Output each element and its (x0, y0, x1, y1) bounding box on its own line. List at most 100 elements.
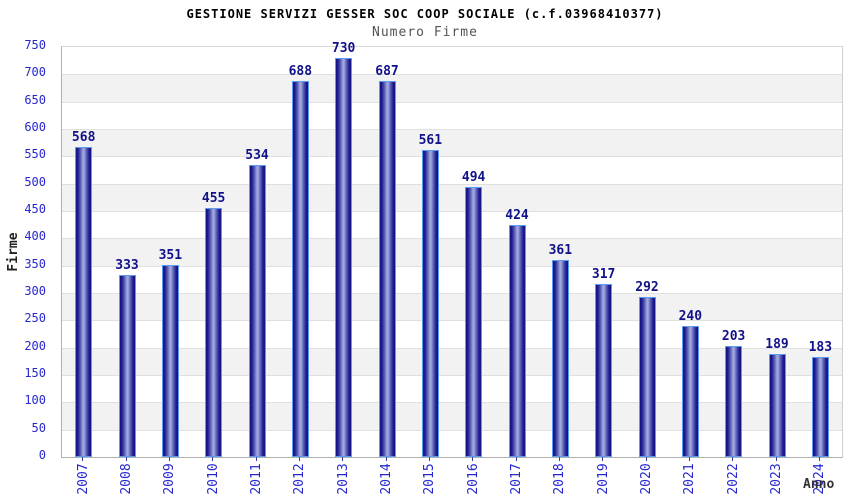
y-tick-label: 350 (24, 256, 46, 271)
x-tick-mark (212, 457, 214, 461)
bar (638, 297, 656, 457)
bar (551, 259, 569, 457)
x-tick-label: 2010 (205, 463, 221, 495)
x-tick-label: 2018 (552, 463, 568, 495)
x-tick-mark (168, 457, 170, 461)
grid-band (62, 183, 842, 211)
x-tick-mark (125, 457, 127, 461)
bar (681, 325, 699, 457)
grid-band (62, 375, 842, 403)
grid-band (62, 265, 842, 293)
bar-value-label: 687 (375, 64, 399, 80)
x-tick-mark (645, 457, 647, 461)
y-axis-labels: 750 700 650 600 550 500 450 400 350 300 250 200 150 1… (0, 38, 52, 462)
x-tick-mark (818, 457, 820, 461)
bar-value-label: 534 (245, 148, 269, 164)
bar-value-label: 730 (331, 40, 356, 56)
bar (161, 265, 179, 457)
bar (811, 356, 829, 457)
bar-value-label: 203 (721, 329, 746, 345)
x-tick-label: 2023 (769, 463, 784, 495)
x-tick-label: 2007 (75, 463, 91, 495)
bar-value-label: 561 (418, 133, 443, 149)
bar-value-label: 183 (808, 339, 833, 355)
y-tick-label: 750 (24, 38, 46, 52)
y-tick-label: 150 (24, 366, 46, 380)
grid-band (62, 402, 842, 430)
grid-band (62, 429, 842, 457)
y-tick-label: 450 (24, 202, 46, 216)
x-tick-label: 2020 (639, 463, 654, 495)
x-tick-label: 2014 (379, 463, 394, 495)
bar (378, 81, 396, 457)
y-tick-label: 0 (38, 448, 46, 462)
bar (508, 225, 526, 457)
bar (421, 150, 439, 457)
grid-band (62, 129, 842, 157)
y-tick-label: 200 (24, 338, 46, 353)
x-tick-label: 2008 (119, 463, 134, 495)
x-tick-mark (428, 457, 430, 461)
bar (118, 274, 136, 457)
bar-value-label: 361 (548, 242, 573, 258)
x-tick-label: 2009 (162, 463, 178, 495)
y-tick-label: 650 (24, 92, 46, 107)
x-tick-label: 2013 (335, 463, 351, 495)
x-tick-label: 2017 (509, 463, 524, 495)
bar-value-label: 292 (635, 280, 659, 296)
bar-value-label: 424 (505, 208, 529, 224)
bar (465, 186, 483, 457)
plot-area: 568 333 351 455 534 688 730 687 561 494 424 361 317 2… (61, 41, 843, 458)
chart-title: GESTIONE SERVIZI GESSER SOC COOP SOCIALE… (186, 7, 664, 21)
y-tick-label: 600 (24, 120, 46, 134)
y-tick-label: 550 (24, 147, 46, 162)
bar (205, 208, 223, 457)
bar-value-label: 494 (461, 169, 486, 185)
grid-band (62, 293, 842, 321)
grid-band (62, 47, 842, 75)
bar-value-label: 189 (765, 336, 789, 352)
bar (248, 165, 266, 457)
y-tick-label: 100 (24, 393, 46, 408)
grid-band (62, 347, 842, 375)
x-tick-label: 2015 (422, 463, 438, 495)
x-tick-mark (472, 457, 474, 461)
x-tick-mark (602, 457, 604, 461)
chart-subtitle: Numero Firme (372, 25, 478, 40)
bar-value-label: 568 (71, 129, 96, 145)
x-tick-mark (298, 457, 300, 461)
grid-band (62, 74, 842, 102)
bar-value-label: 351 (158, 248, 183, 264)
x-tick-mark (775, 457, 777, 461)
x-tick-label: 2012 (292, 463, 308, 495)
x-tick-label: 2016 (465, 463, 481, 495)
x-tick-mark (558, 457, 560, 461)
bar-value-label: 688 (288, 63, 313, 79)
y-tick-label: 300 (24, 284, 46, 298)
grid-band (62, 238, 842, 266)
x-axis-labels: 2007 2008 2009 2010 2011 2012 2013 2014 2015 2016… (61, 456, 843, 500)
x-tick-label: 2022 (725, 463, 741, 495)
bar (595, 283, 613, 457)
y-tick-label: 250 (24, 311, 46, 326)
y-tick-label: 400 (24, 229, 46, 244)
y-axis-title: Firme (6, 232, 21, 272)
y-tick-label: 50 (31, 420, 46, 435)
bar-value-label: 240 (678, 308, 703, 324)
grid-band (62, 320, 842, 348)
y-tick-label: 700 (24, 65, 46, 80)
grid-band (62, 101, 842, 129)
x-axis-title: Anno (803, 477, 835, 492)
x-tick-mark (342, 457, 344, 461)
x-tick-mark (688, 457, 690, 461)
x-tick-mark (515, 457, 517, 461)
grid-band (62, 156, 842, 184)
bar-value-label: 333 (115, 257, 139, 273)
bar-value-label: 317 (591, 266, 616, 282)
bar (335, 57, 353, 457)
bar (725, 346, 743, 457)
bar (768, 353, 786, 457)
x-tick-mark (385, 457, 387, 461)
x-tick-label: 2019 (595, 463, 611, 495)
